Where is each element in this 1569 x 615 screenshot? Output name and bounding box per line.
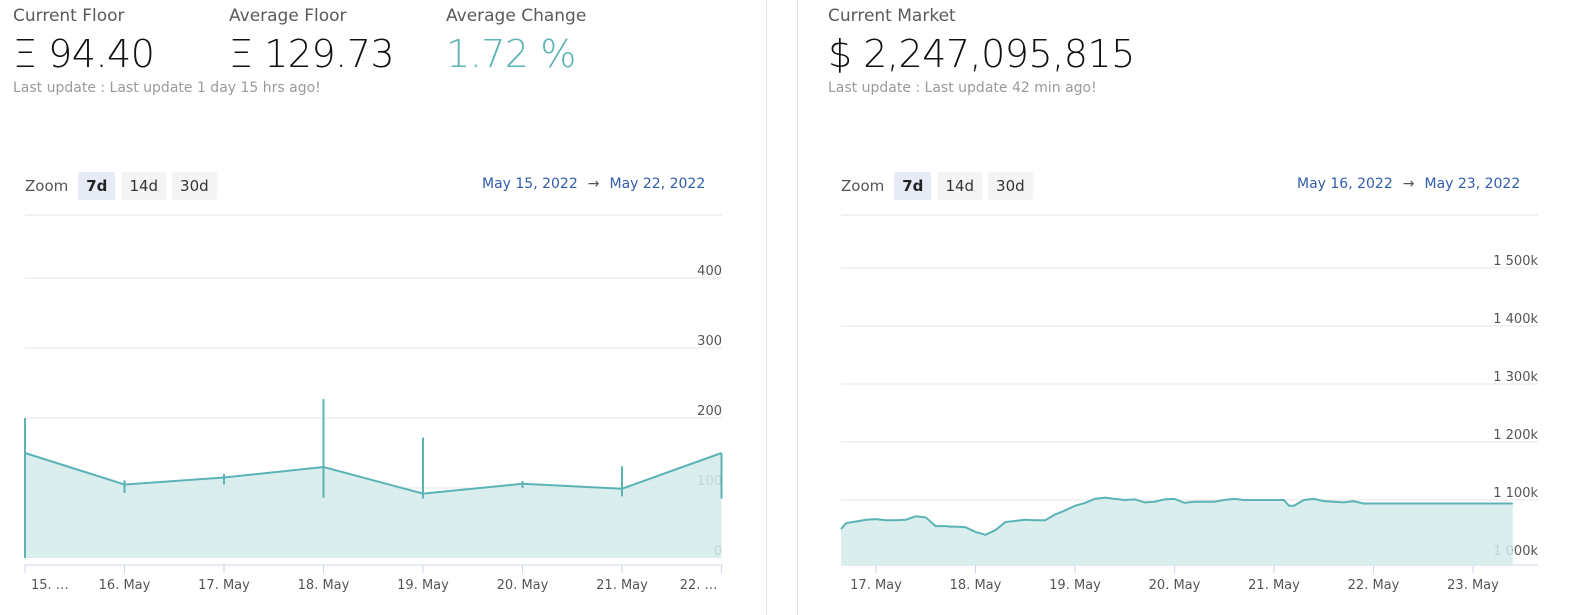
floor-panel: Current Floor Ξ 94.40 Average Floor Ξ 12…: [0, 0, 767, 615]
x-tick-label: 17. May: [850, 578, 902, 593]
x-tick-label: 23. May: [1447, 578, 1499, 593]
y-tick-label: 300: [697, 334, 722, 349]
average-change-label: Average Change: [446, 6, 587, 26]
current-floor-stat: Current Floor Ξ 94.40: [13, 6, 155, 76]
current-market-stat: Current Market $ 2,247,095,815: [828, 6, 1135, 76]
last-update-text: Last update : Last update 42 min ago!: [828, 80, 1097, 96]
market-panel: Current Market $ 2,247,095,815 Last upda…: [797, 0, 1569, 615]
average-change-value: 1.72 %: [446, 32, 576, 76]
average-change-stat: Average Change 1.72 %: [446, 6, 586, 76]
x-tick-label: 22. May: [1348, 578, 1400, 593]
y-tick-label: 1 400k: [1493, 312, 1538, 327]
range-arrow: →: [1402, 176, 1415, 192]
y-tick-label: 1 200k: [1493, 428, 1538, 443]
series-line: [24, 452, 722, 495]
x-tick-label: 17. May: [198, 578, 250, 593]
average-floor-label: Average Floor: [229, 6, 347, 26]
zoom-14d-button[interactable]: 14d: [121, 172, 167, 200]
zoom-label: Zoom: [25, 177, 69, 195]
zoom-label: Zoom: [841, 177, 885, 195]
x-tick-label: 22. …: [680, 578, 718, 593]
y-tick-label: 1 300k: [1493, 370, 1538, 385]
series-area: [841, 497, 1513, 565]
zoom-14d-button[interactable]: 14d: [937, 172, 983, 200]
current-market-label: Current Market: [828, 6, 956, 26]
y-tick-label: 1 500k: [1493, 254, 1538, 269]
x-tick-label: 18. May: [950, 578, 1002, 593]
x-tick-label: 19. May: [397, 578, 449, 593]
x-tick-label: 21. May: [1248, 578, 1300, 593]
range-from-input[interactable]: May 15, 2022: [482, 176, 578, 192]
date-range: May 16, 2022 → May 23, 2022: [1297, 176, 1520, 192]
range-from-input[interactable]: May 16, 2022: [1297, 176, 1393, 192]
range-to-input[interactable]: May 23, 2022: [1424, 176, 1521, 192]
series-area: [25, 453, 722, 558]
range-to-input[interactable]: May 22, 2022: [609, 176, 706, 192]
average-floor-stat: Average Floor Ξ 129.73: [229, 6, 395, 76]
date-range: May 15, 2022 → May 22, 2022: [482, 176, 705, 192]
current-floor-label: Current Floor: [13, 6, 125, 26]
current-floor-value: Ξ 94.40: [13, 32, 155, 76]
zoom-30d-button[interactable]: 30d: [988, 172, 1033, 200]
current-market-value: $ 2,247,095,815: [828, 32, 1135, 76]
zoom-7d-button[interactable]: 7d: [78, 172, 116, 200]
y-tick-label: 400: [697, 264, 722, 279]
range-arrow: →: [587, 176, 600, 192]
zoom-controls: Zoom 7d 14d 30d: [25, 172, 217, 200]
zoom-controls: Zoom 7d 14d 30d: [841, 172, 1033, 200]
x-tick-label: 20. May: [1149, 578, 1201, 593]
y-tick-label: 200: [697, 404, 722, 419]
last-update-text: Last update : Last update 1 day 15 hrs a…: [13, 80, 321, 96]
y-tick-label: 1 100k: [1493, 486, 1538, 501]
average-floor-value: Ξ 129.73: [229, 32, 395, 76]
x-tick-label: 19. May: [1049, 578, 1101, 593]
x-tick-label: 18. May: [298, 578, 350, 593]
zoom-7d-button[interactable]: 7d: [894, 172, 932, 200]
zoom-30d-button[interactable]: 30d: [172, 172, 217, 200]
x-tick-label: 15. …: [31, 578, 69, 593]
x-tick-label: 16. May: [99, 578, 151, 593]
x-tick-label: 21. May: [596, 578, 648, 593]
x-tick-label: 20. May: [497, 578, 549, 593]
series-line: [840, 496, 1513, 536]
